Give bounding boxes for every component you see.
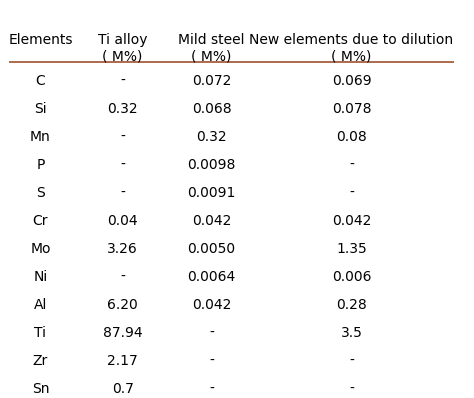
Text: -: - (349, 158, 354, 172)
Text: 0.042: 0.042 (192, 298, 231, 312)
Text: 6.20: 6.20 (107, 298, 138, 312)
Text: Zr: Zr (33, 354, 48, 368)
Text: Ni: Ni (33, 270, 47, 284)
Text: 0.32: 0.32 (196, 130, 227, 144)
Text: 0.04: 0.04 (107, 214, 138, 228)
Text: -: - (120, 130, 125, 144)
Text: 87.94: 87.94 (103, 326, 142, 340)
Text: 0.068: 0.068 (191, 102, 231, 116)
Text: 1.35: 1.35 (336, 242, 367, 256)
Text: -: - (349, 382, 354, 396)
Text: -: - (120, 74, 125, 88)
Text: 2.17: 2.17 (107, 354, 138, 368)
Text: -: - (209, 382, 214, 396)
Text: 0.042: 0.042 (192, 214, 231, 228)
Text: S: S (36, 186, 45, 200)
Text: -: - (120, 158, 125, 172)
Text: Mo: Mo (30, 242, 51, 256)
Text: Ti: Ti (35, 326, 46, 340)
Text: 0.7: 0.7 (112, 382, 134, 396)
Text: Al: Al (34, 298, 47, 312)
Text: C: C (36, 74, 46, 88)
Text: -: - (349, 186, 354, 200)
Text: 3.26: 3.26 (107, 242, 138, 256)
Text: Elements: Elements (8, 33, 73, 47)
Text: 0.072: 0.072 (192, 74, 231, 88)
Text: Cr: Cr (33, 214, 48, 228)
Text: 0.32: 0.32 (107, 102, 138, 116)
Text: 0.0091: 0.0091 (187, 186, 236, 200)
Text: -: - (209, 354, 214, 368)
Text: Mn: Mn (30, 130, 51, 144)
Text: -: - (209, 326, 214, 340)
Text: 0.0098: 0.0098 (187, 158, 236, 172)
Text: Si: Si (34, 102, 47, 116)
Text: Sn: Sn (32, 382, 49, 396)
Text: -: - (120, 270, 125, 284)
Text: 0.08: 0.08 (336, 130, 367, 144)
Text: 0.078: 0.078 (332, 102, 371, 116)
Text: P: P (36, 158, 45, 172)
Text: 0.0064: 0.0064 (187, 270, 236, 284)
Text: -: - (120, 186, 125, 200)
Text: 0.042: 0.042 (332, 214, 371, 228)
Text: 3.5: 3.5 (340, 326, 363, 340)
Text: Ti alloy
( М%): Ti alloy ( М%) (98, 33, 147, 64)
Text: -: - (349, 354, 354, 368)
Text: 0.069: 0.069 (332, 74, 371, 88)
Text: New elements due to dilution
( М%): New elements due to dilution ( М%) (249, 33, 454, 64)
Text: Mild steel
( М%): Mild steel ( М%) (178, 33, 245, 64)
Text: 0.28: 0.28 (336, 298, 367, 312)
Text: 0.0050: 0.0050 (187, 242, 236, 256)
Text: 0.006: 0.006 (332, 270, 371, 284)
